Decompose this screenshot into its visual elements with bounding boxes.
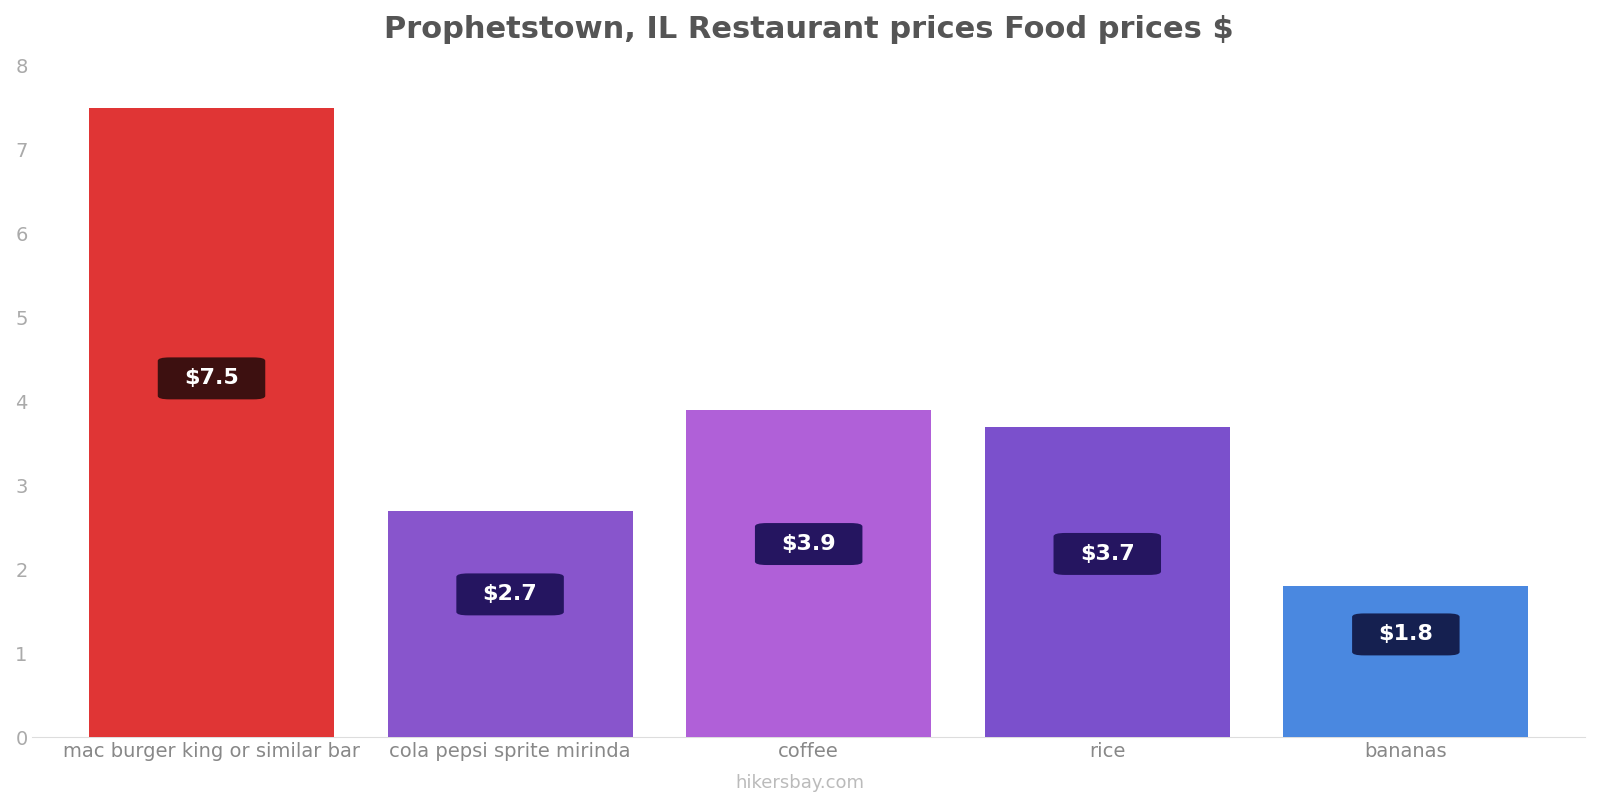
Text: $1.8: $1.8 xyxy=(1379,625,1434,645)
Text: $2.7: $2.7 xyxy=(483,584,538,604)
FancyBboxPatch shape xyxy=(1053,533,1162,575)
Bar xyxy=(387,510,632,737)
Text: $3.7: $3.7 xyxy=(1080,544,1134,564)
Text: $3.9: $3.9 xyxy=(781,534,835,554)
Text: $7.5: $7.5 xyxy=(184,368,238,388)
Text: hikersbay.com: hikersbay.com xyxy=(736,774,864,792)
Bar xyxy=(986,426,1230,737)
FancyBboxPatch shape xyxy=(456,574,563,615)
FancyBboxPatch shape xyxy=(1352,614,1459,655)
Title: Prophetstown, IL Restaurant prices Food prices $: Prophetstown, IL Restaurant prices Food … xyxy=(384,15,1234,44)
Bar xyxy=(1283,586,1528,737)
FancyBboxPatch shape xyxy=(755,523,862,565)
FancyBboxPatch shape xyxy=(158,358,266,399)
Bar xyxy=(686,410,931,737)
Bar xyxy=(90,108,334,737)
